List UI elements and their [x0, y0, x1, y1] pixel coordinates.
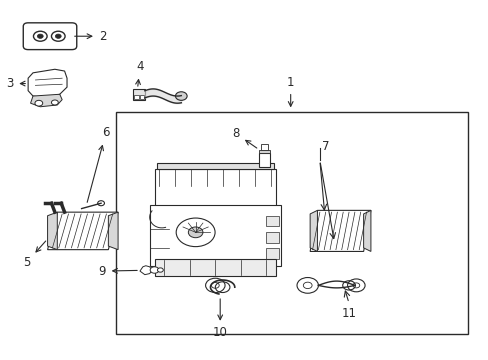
FancyBboxPatch shape	[23, 23, 77, 50]
Circle shape	[175, 92, 187, 100]
Polygon shape	[47, 212, 57, 249]
Bar	[157, 163, 273, 169]
Bar	[154, 258, 276, 276]
Circle shape	[98, 201, 104, 206]
Circle shape	[211, 283, 219, 288]
Text: 3: 3	[6, 77, 25, 90]
Bar	[266, 248, 278, 258]
Bar	[266, 232, 278, 243]
Text: 6: 6	[87, 126, 109, 202]
Polygon shape	[363, 210, 370, 251]
Bar	[260, 144, 268, 150]
Circle shape	[205, 278, 224, 293]
Circle shape	[303, 282, 311, 289]
Circle shape	[352, 283, 359, 288]
Bar	[116, 112, 467, 334]
Bar	[133, 95, 138, 99]
Circle shape	[150, 267, 159, 273]
Bar	[259, 153, 269, 167]
Text: 8: 8	[232, 127, 256, 148]
Bar	[154, 169, 276, 212]
Circle shape	[51, 31, 65, 41]
Polygon shape	[30, 94, 62, 107]
Circle shape	[296, 278, 318, 293]
Bar	[132, 89, 144, 100]
Text: 11: 11	[341, 307, 356, 320]
Circle shape	[35, 100, 42, 106]
Circle shape	[33, 31, 47, 41]
Text: 2: 2	[75, 30, 106, 43]
Text: 9: 9	[98, 265, 137, 278]
Circle shape	[55, 34, 61, 39]
Circle shape	[51, 100, 58, 105]
Bar	[140, 95, 144, 99]
Polygon shape	[309, 210, 317, 251]
Circle shape	[347, 279, 365, 292]
Circle shape	[176, 218, 215, 247]
Text: 4: 4	[135, 60, 143, 86]
Polygon shape	[108, 212, 118, 249]
Text: 5: 5	[23, 241, 46, 269]
Polygon shape	[47, 212, 118, 249]
Circle shape	[37, 34, 43, 39]
Text: 10: 10	[212, 299, 227, 339]
Circle shape	[157, 268, 163, 272]
Text: 1: 1	[286, 76, 294, 106]
Bar	[149, 205, 281, 266]
Polygon shape	[309, 210, 370, 251]
Bar	[266, 216, 278, 226]
Text: 7: 7	[322, 140, 329, 153]
Circle shape	[188, 227, 203, 238]
Bar	[259, 150, 269, 153]
Polygon shape	[140, 266, 152, 275]
Polygon shape	[28, 69, 67, 98]
